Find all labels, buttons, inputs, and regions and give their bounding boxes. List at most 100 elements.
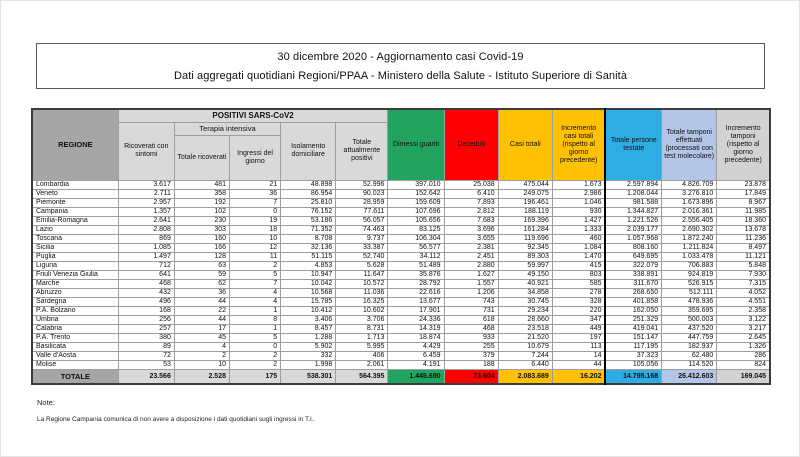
value-cell: 28.959 bbox=[335, 197, 389, 208]
value-cell: 90.023 bbox=[335, 188, 389, 199]
value-cell: 25.810 bbox=[280, 197, 337, 208]
value-cell: 56.577 bbox=[387, 242, 445, 253]
value-cell: 10.572 bbox=[335, 278, 389, 289]
value-cell: 34.112 bbox=[387, 251, 445, 262]
value-cell: 25.038 bbox=[443, 179, 499, 190]
value-cell: 45 bbox=[173, 332, 231, 343]
col-header-attualmente-positivi: Totale attualmente positivi bbox=[335, 121, 389, 181]
value-cell: 1.357 bbox=[117, 206, 175, 217]
table-row: Campania 1.357 102 0 76.152 77.611 107.696 2.81… bbox=[31, 206, 771, 217]
region-name-cell: Umbria bbox=[31, 314, 119, 325]
value-cell: 56.057 bbox=[335, 215, 389, 226]
value-cell: 496 bbox=[117, 296, 175, 307]
value-cell: 2.381 bbox=[443, 242, 499, 253]
value-cell: 1.627 bbox=[443, 269, 499, 280]
value-cell: 2.597.894 bbox=[604, 179, 663, 190]
region-name-cell: Campania bbox=[31, 206, 119, 217]
totale-label-cell: TOTALE bbox=[31, 368, 119, 385]
value-cell: 933 bbox=[443, 332, 499, 343]
value-cell: 1.872.240 bbox=[661, 233, 718, 244]
value-cell: 59.997 bbox=[497, 260, 553, 271]
value-cell: 6.440 bbox=[497, 359, 553, 370]
table-row: Toscana 869 160 10 8.708 9.737 106.304 3.655 119… bbox=[31, 233, 771, 244]
value-cell: 151.147 bbox=[604, 332, 663, 343]
region-name-cell: Lazio bbox=[31, 224, 119, 235]
value-cell: 18 bbox=[228, 224, 282, 235]
value-cell: 981.588 bbox=[604, 197, 663, 208]
value-cell: 869 bbox=[117, 233, 175, 244]
value-cell: 17.849 bbox=[716, 188, 771, 199]
value-cell: 268.650 bbox=[604, 287, 663, 298]
table-row: Marche 468 62 7 10.042 10.572 28.792 1.557 40.92… bbox=[31, 278, 771, 289]
value-cell: 618 bbox=[443, 314, 499, 325]
value-cell: 4.052 bbox=[716, 287, 771, 298]
value-cell: 478.936 bbox=[661, 296, 718, 307]
value-cell: 1.033.478 bbox=[661, 251, 718, 262]
value-cell: 166 bbox=[173, 242, 231, 253]
value-cell: 1.344.827 bbox=[604, 206, 663, 217]
value-cell: 5 bbox=[228, 269, 282, 280]
value-cell: 159.609 bbox=[387, 197, 445, 208]
value-cell: 35.876 bbox=[387, 269, 445, 280]
table-row: Emilia-Romagna 2.641 230 19 53.186 56.057 105.… bbox=[31, 215, 771, 226]
totale-value-cell: 538.301 bbox=[280, 368, 337, 385]
value-cell: 2.880 bbox=[443, 260, 499, 271]
value-cell: 1.427 bbox=[551, 215, 606, 226]
value-cell: 338.891 bbox=[604, 269, 663, 280]
value-cell: 2.451 bbox=[443, 251, 499, 262]
region-name-cell: Calabria bbox=[31, 323, 119, 334]
value-cell: 89 bbox=[117, 341, 175, 352]
table-row: Valle d'Aosta 72 2 2 332 406 6.459 379 7.244 14 37… bbox=[31, 350, 771, 361]
col-header-totale-ricoverati: Totale ricoverati bbox=[173, 134, 231, 181]
value-cell: 468 bbox=[117, 278, 175, 289]
value-cell: 1 bbox=[228, 323, 282, 334]
value-cell: 347 bbox=[551, 314, 606, 325]
header-sub-row: Ricoverati con sintomi Terapia intensiva… bbox=[32, 121, 770, 181]
value-cell: 4.429 bbox=[387, 341, 445, 352]
value-cell: 182.937 bbox=[661, 341, 718, 352]
value-cell: 162.050 bbox=[604, 305, 663, 316]
region-name-cell: Veneto bbox=[31, 188, 119, 199]
value-cell: 4 bbox=[228, 296, 282, 307]
value-cell: 51.489 bbox=[387, 260, 445, 271]
regione-header: REGIONE bbox=[31, 108, 119, 181]
totale-value-cell: 16.202 bbox=[551, 368, 606, 385]
value-cell: 8.457 bbox=[280, 323, 337, 334]
col-header-persone-testate: Totale persone testate bbox=[604, 108, 663, 181]
region-name-cell: Puglia bbox=[31, 251, 119, 262]
value-cell: 3.406 bbox=[280, 314, 337, 325]
value-cell: 1.206 bbox=[443, 287, 499, 298]
table-row: Sardegna 496 44 4 15.785 16.325 13.677 743 30.74… bbox=[31, 296, 771, 307]
value-cell: 512.111 bbox=[661, 287, 718, 298]
value-cell: 468 bbox=[443, 323, 499, 334]
region-name-cell: Emilia-Romagna bbox=[31, 215, 119, 226]
value-cell: 1.085 bbox=[117, 242, 175, 253]
value-cell: 380 bbox=[117, 332, 175, 343]
value-cell: 13.678 bbox=[716, 224, 771, 235]
table-row: Umbria 256 44 8 3.406 3.706 24.336 618 28.660 347… bbox=[31, 314, 771, 325]
value-cell: 160 bbox=[173, 233, 231, 244]
value-cell: 51.115 bbox=[280, 251, 337, 262]
value-cell: 40.921 bbox=[497, 278, 553, 289]
totale-value-cell: 2.528 bbox=[173, 368, 231, 385]
value-cell: 3.706 bbox=[335, 314, 389, 325]
value-cell: 44 bbox=[173, 296, 231, 307]
value-cell: 2 bbox=[173, 350, 231, 361]
value-cell: 397.010 bbox=[387, 179, 445, 190]
value-cell: 0 bbox=[228, 341, 282, 352]
value-cell: 113 bbox=[551, 341, 606, 352]
value-cell: 32.136 bbox=[280, 242, 337, 253]
region-name-cell: Valle d'Aosta bbox=[31, 350, 119, 361]
value-cell: 4 bbox=[173, 341, 231, 352]
totale-value-cell: 23.566 bbox=[117, 368, 175, 385]
value-cell: 641 bbox=[117, 269, 175, 280]
value-cell: 824 bbox=[716, 359, 771, 370]
covid-data-table: REGIONE POSITIVI SARS-CoV2 Dimessi guari… bbox=[31, 108, 771, 385]
table-body: Lombardia 3.617 481 21 48.898 52.996 397.010 25… bbox=[31, 179, 771, 385]
value-cell: 10.568 bbox=[280, 287, 337, 298]
value-cell: 7.315 bbox=[716, 278, 771, 289]
value-cell: 2 bbox=[228, 350, 282, 361]
value-cell: 2.061 bbox=[335, 359, 389, 370]
region-name-cell: Friuli Venezia Giulia bbox=[31, 269, 119, 280]
value-cell: 169.396 bbox=[497, 215, 553, 226]
